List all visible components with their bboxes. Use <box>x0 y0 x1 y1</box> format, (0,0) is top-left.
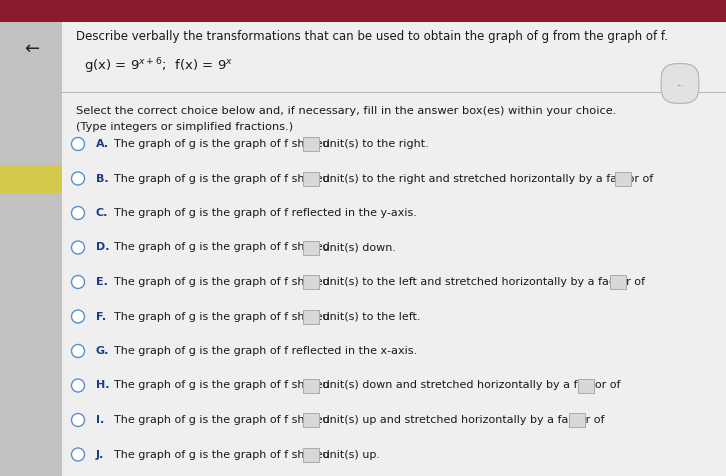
Text: G.: G. <box>96 346 110 356</box>
Text: The graph of g is the graph of f shifted: The graph of g is the graph of f shifted <box>114 311 333 321</box>
Text: The graph of g is the graph of f shifted: The graph of g is the graph of f shifted <box>114 449 333 459</box>
Text: B.: B. <box>96 173 109 184</box>
Text: The graph of g is the graph of f shifted: The graph of g is the graph of f shifted <box>114 415 333 425</box>
Text: The graph of g is the graph of f shifted: The graph of g is the graph of f shifted <box>114 139 333 149</box>
Text: unit(s) up and stretched horizontally by a factor of: unit(s) up and stretched horizontally by… <box>319 415 608 425</box>
Text: C.: C. <box>96 208 108 218</box>
Text: D.: D. <box>96 242 110 252</box>
Circle shape <box>71 414 84 426</box>
Bar <box>303 447 319 462</box>
Text: The graph of g is the graph of f shifted: The graph of g is the graph of f shifted <box>114 242 333 252</box>
Circle shape <box>71 172 84 185</box>
Text: The graph of g is the graph of f shifted: The graph of g is the graph of f shifted <box>114 173 333 184</box>
Circle shape <box>71 448 84 461</box>
Text: unit(s) to the right.: unit(s) to the right. <box>319 139 429 149</box>
Circle shape <box>71 345 84 357</box>
Text: ...: ... <box>677 79 684 88</box>
Bar <box>569 413 585 427</box>
Text: (Type integers or simplified fractions.): (Type integers or simplified fractions.) <box>76 122 293 132</box>
Bar <box>0 165 62 192</box>
Bar <box>0 0 726 22</box>
Text: A.: A. <box>96 139 109 149</box>
Text: unit(s) to the left and stretched horizontally by a factor of: unit(s) to the left and stretched horizo… <box>319 277 649 287</box>
Circle shape <box>71 207 84 219</box>
Text: H.: H. <box>96 380 110 390</box>
Text: The graph of g is the graph of f shifted: The graph of g is the graph of f shifted <box>114 277 333 287</box>
Bar <box>303 413 319 427</box>
Text: unit(s) to the left.: unit(s) to the left. <box>319 311 421 321</box>
Text: F.: F. <box>96 311 106 321</box>
Text: ←: ← <box>25 40 39 58</box>
Circle shape <box>71 276 84 288</box>
Text: Describe verbally the transformations that can be used to obtain the graph of g : Describe verbally the transformations th… <box>76 30 668 43</box>
Bar <box>0 0 62 476</box>
Circle shape <box>71 379 84 392</box>
Bar <box>303 275 319 289</box>
Circle shape <box>71 310 84 323</box>
Bar <box>303 137 319 151</box>
Text: unit(s) to the right and stretched horizontally by a factor of: unit(s) to the right and stretched horiz… <box>319 173 657 184</box>
Bar <box>578 378 594 393</box>
Circle shape <box>71 241 84 254</box>
Text: The graph of g is the graph of f shifted: The graph of g is the graph of f shifted <box>114 380 333 390</box>
Bar <box>303 171 319 186</box>
Text: g(x) = $9^{x+6}$;  f(x) = $9^x$: g(x) = $9^{x+6}$; f(x) = $9^x$ <box>84 56 233 76</box>
Bar <box>615 171 631 186</box>
Text: Select the correct choice below and, if necessary, fill in the answer box(es) wi: Select the correct choice below and, if … <box>76 106 616 116</box>
Bar <box>303 378 319 393</box>
Bar <box>611 275 627 289</box>
Text: The graph of g is the graph of f reflected in the x-axis.: The graph of g is the graph of f reflect… <box>114 346 417 356</box>
Text: J.: J. <box>96 449 105 459</box>
Bar <box>303 240 319 255</box>
Text: unit(s) up.: unit(s) up. <box>319 449 380 459</box>
Text: I.: I. <box>96 415 105 425</box>
Text: unit(s) down.: unit(s) down. <box>319 242 396 252</box>
Text: unit(s) down and stretched horizontally by a factor of: unit(s) down and stretched horizontally … <box>319 380 624 390</box>
Text: E.: E. <box>96 277 108 287</box>
Circle shape <box>71 138 84 150</box>
Bar <box>303 309 319 324</box>
Text: The graph of g is the graph of f reflected in the y-axis.: The graph of g is the graph of f reflect… <box>114 208 417 218</box>
